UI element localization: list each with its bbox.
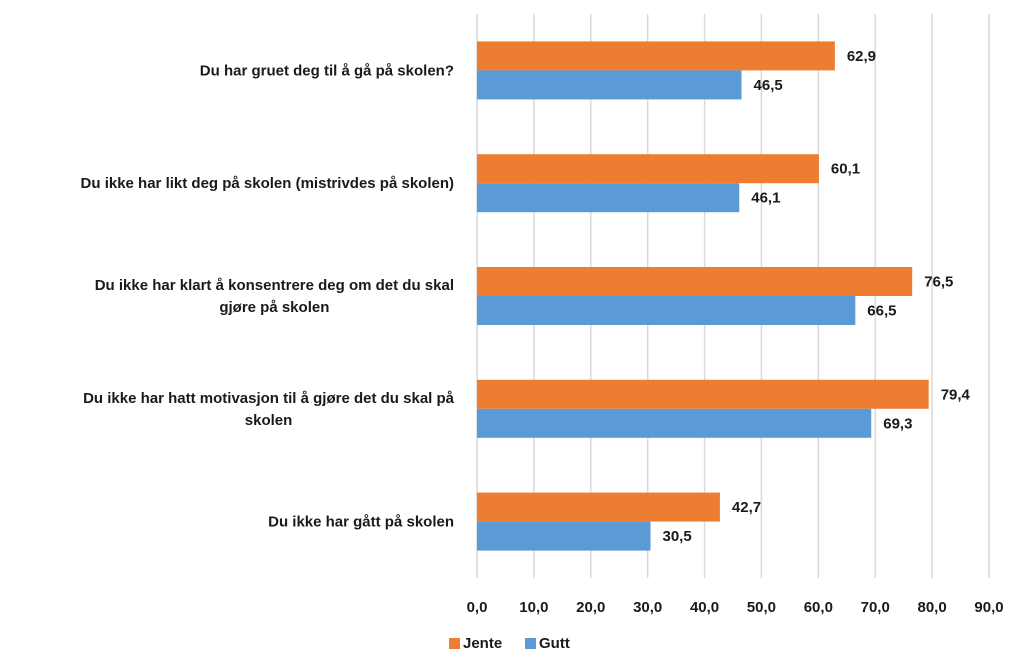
bar-gutt bbox=[477, 521, 651, 551]
bar-jente bbox=[477, 379, 929, 409]
data-label: 46,5 bbox=[754, 77, 783, 94]
legend: Jente Gutt bbox=[449, 635, 570, 652]
legend-label-gutt: Gutt bbox=[539, 635, 570, 652]
data-label: 30,5 bbox=[663, 528, 692, 545]
bar-jente bbox=[477, 41, 835, 71]
legend-swatch-jente bbox=[449, 638, 460, 649]
x-axis-ticks: 0,0 10,0 20,0 30,0 40,0 50,0 60,0 70,0 80,0 90,0 bbox=[467, 599, 1004, 616]
x-tick-label: 50,0 bbox=[747, 599, 776, 616]
data-label: 69,3 bbox=[883, 415, 912, 432]
bar-gutt bbox=[477, 183, 740, 213]
data-label: 42,7 bbox=[732, 499, 761, 516]
x-tick-label: 20,0 bbox=[576, 599, 605, 616]
bar-gutt bbox=[477, 70, 742, 100]
bar-jente bbox=[477, 267, 913, 296]
category-labels: Du har gruet deg til å gå på skolen? Du i… bbox=[81, 62, 455, 530]
data-label: 46,1 bbox=[751, 190, 780, 207]
legend-swatch-gutt bbox=[525, 638, 536, 649]
data-label: 79,4 bbox=[941, 386, 971, 403]
category-label: Du ikke har gått på skolen bbox=[268, 514, 454, 531]
data-label: 60,1 bbox=[831, 161, 860, 178]
legend-label-jente: Jente bbox=[463, 635, 502, 652]
bar-jente bbox=[477, 154, 819, 184]
category-label: Du ikke har likt deg på skolen (mistrivd… bbox=[81, 175, 454, 192]
bar-gutt bbox=[477, 296, 856, 325]
x-tick-label: 90,0 bbox=[974, 599, 1003, 616]
category-label: Du ikke har hatt motivasjon til å gjøre … bbox=[83, 390, 455, 429]
x-tick-label: 60,0 bbox=[804, 599, 833, 616]
bar-jente bbox=[477, 492, 720, 522]
x-tick-label: 0,0 bbox=[467, 599, 488, 616]
bars: 62,9 46,5 60,1 46,1 76,5 66,5 79,4 69,3 42,7 30,5 bbox=[477, 41, 971, 551]
data-label: 62,9 bbox=[847, 48, 876, 65]
x-tick-label: 40,0 bbox=[690, 599, 719, 616]
bar-gutt bbox=[477, 408, 872, 438]
x-tick-label: 30,0 bbox=[633, 599, 662, 616]
category-label: Du ikke har klart å konsentrere deg om d… bbox=[95, 277, 454, 316]
data-label: 66,5 bbox=[867, 303, 896, 320]
x-tick-label: 80,0 bbox=[918, 599, 947, 616]
x-tick-label: 70,0 bbox=[861, 599, 890, 616]
category-label: Du har gruet deg til å gå på skolen? bbox=[200, 62, 454, 79]
data-label: 76,5 bbox=[924, 274, 953, 291]
x-tick-label: 10,0 bbox=[519, 599, 548, 616]
